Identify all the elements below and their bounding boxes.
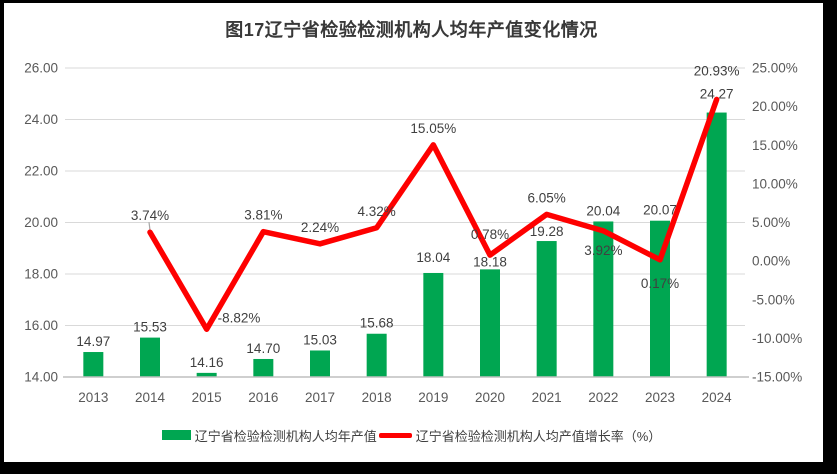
bar [310, 350, 330, 377]
chart-canvas: 图17辽宁省检验检测机构人均年产值变化情况 26.00 24.00 22.00 20.… [4, 3, 823, 462]
bar [423, 272, 444, 377]
left-axis-tick: 26.00 [24, 61, 58, 76]
bar-value-label: 15.53 [133, 320, 167, 335]
left-axis-tick: 14.00 [24, 370, 58, 385]
line-value-label: 2.24% [301, 220, 339, 235]
line-value-label: 6.05% [528, 190, 566, 205]
line-series-label: 辽宁省检验检测机构人均产值增长率（%） [415, 428, 662, 444]
right-axis-tick: -10.00% [752, 331, 802, 346]
left-axis-tick: 20.00 [24, 215, 58, 230]
bar-value-label: 18.04 [416, 250, 450, 265]
line-value-label: 15.05% [410, 121, 456, 136]
right-axis-tick: -5.00% [752, 292, 795, 307]
bar-series-swatch [161, 430, 191, 440]
right-axis-tick: 10.00% [752, 176, 798, 191]
line-value-label: 0.17% [641, 276, 679, 291]
x-axis-tick: 2015 [192, 390, 222, 405]
growth-line [147, 96, 720, 333]
bar-value-label: 19.28 [530, 224, 564, 239]
bar [366, 333, 387, 377]
legend-item-line-series: 辽宁省检验检测机构人均产值增长率（%） [378, 426, 662, 445]
right-axis-tick: -15.00% [752, 370, 802, 385]
left-axis-tick: 22.00 [24, 164, 58, 179]
line-value-label: -8.82% [218, 310, 261, 325]
x-axis-tick: 2020 [475, 390, 505, 405]
x-axis-tick: 2019 [418, 390, 448, 405]
x-axis-tick: 2024 [702, 390, 733, 405]
combo-chart: 26.00 24.00 22.00 20.00 18.00 16.00 14.00 25.00… [24, 61, 802, 406]
right-axis-tick: 15.00% [752, 138, 798, 153]
bar [253, 358, 274, 377]
bar [536, 241, 557, 377]
bar-value-label: 14.70 [246, 341, 280, 356]
x-axis-tick: 2023 [645, 390, 675, 405]
bar [83, 352, 104, 377]
legend-item-bar-series: 辽宁省检验检测机构人均年产值 [161, 426, 377, 445]
x-axis-tick: 2013 [78, 390, 108, 405]
x-axis-tick: 2022 [588, 390, 618, 405]
line-value-label: 4.32% [358, 204, 396, 219]
chart-title: 图17辽宁省检验检测机构人均年产值变化情况 [225, 20, 598, 40]
x-axis-tick: 2018 [362, 390, 392, 405]
bar-value-label: 18.18 [473, 254, 507, 269]
bar [706, 112, 727, 378]
bar-value-label: 24.27 [700, 87, 734, 102]
bar [196, 372, 217, 377]
line-value-label: 0.78% [471, 227, 509, 242]
bar-value-label: 15.03 [303, 332, 337, 347]
line-value-label: 20.93% [694, 63, 740, 78]
line-value-label: 3.92% [584, 243, 622, 258]
line-series-swatch [378, 432, 412, 438]
bar-series-label: 辽宁省检验检测机构人均年产值 [194, 428, 377, 444]
legend: 辽宁省检验检测机构人均年产值 辽宁省检验检测机构人均产值增长率（%） [4, 424, 819, 446]
x-axis-tick: 2017 [305, 390, 335, 405]
bar [593, 221, 614, 377]
right-axis-tick: 5.00% [752, 215, 790, 230]
bar-value-label: 15.68 [360, 316, 394, 331]
left-axis-tick: 24.00 [24, 112, 58, 127]
bar [480, 269, 500, 377]
x-axis-tick: 2021 [532, 390, 562, 405]
bar-value-label: 20.07 [643, 203, 677, 218]
bar-value-label: 14.16 [190, 355, 224, 370]
bar [140, 337, 160, 377]
left-axis-tick: 16.00 [24, 318, 58, 333]
left-axis-tick: 18.00 [24, 267, 58, 282]
right-axis-tick: 0.00% [752, 254, 790, 269]
x-axis-tick: 2014 [135, 390, 166, 405]
line-value-label: 3.74% [131, 208, 169, 223]
right-axis-tick: 25.00% [752, 61, 798, 76]
bar-value-label: 14.97 [76, 334, 110, 349]
right-axis-tick: 20.00% [752, 99, 798, 114]
line-value-label: 3.81% [244, 208, 282, 223]
x-axis-tick: 2016 [248, 390, 278, 405]
bar-value-label: 20.04 [586, 203, 620, 218]
label-leader-line [148, 222, 151, 231]
